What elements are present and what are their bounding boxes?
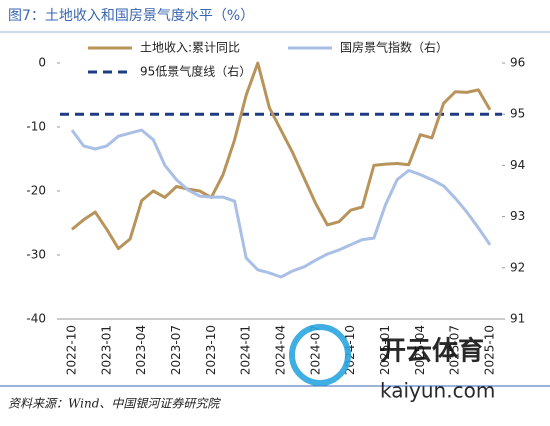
y2-tick-label: 96: [510, 56, 525, 70]
chart-title: 图7：土地收入和国房景气度水平（%）: [8, 8, 254, 24]
x-tick-label: 2024-01: [239, 325, 253, 375]
series-line: [71, 61, 492, 251]
x-tick-label: 2024-07: [308, 325, 322, 375]
y2-tick-label: 93: [510, 209, 525, 223]
y-tick-label: -30: [26, 248, 46, 262]
watermark-url: kaiyun.com: [380, 379, 495, 403]
y2-tick-label: 95: [510, 107, 525, 121]
series-line: [70, 128, 492, 279]
x-tick-label: 2023-01: [99, 325, 113, 375]
legend-label: 国房景气指数（右）: [340, 40, 448, 55]
y-tick-label: 0: [38, 56, 46, 70]
x-tick-label: 2025-10: [483, 325, 497, 375]
x-tick-label: 2025-04: [413, 325, 427, 375]
y2-tick-label: 92: [510, 260, 525, 274]
legend-label: 土地收入:累计同比: [140, 41, 240, 55]
x-tick-label: 2025-01: [378, 325, 392, 375]
watermark-text: 开云体育: [380, 336, 484, 367]
x-tick-label: 2025-07: [448, 325, 462, 375]
x-tick-label: 2023-10: [204, 325, 218, 375]
source: 资料来源：Wind、中国银河证券研究院: [8, 397, 221, 411]
y-tick-label: -40: [26, 312, 46, 326]
x-tick-label: 2023-04: [134, 325, 148, 375]
watermark: 开云体育 kaiyun.com: [289, 324, 495, 403]
y-tick-label: -20: [26, 184, 46, 198]
legend-label: 95低景气度线（右）: [140, 64, 251, 79]
x-tick-label: 2024-04: [274, 325, 288, 375]
y-tick-label: -10: [26, 120, 46, 134]
watermark-logo: [289, 324, 351, 386]
x-tick-label: 2023-07: [169, 325, 183, 375]
y2-tick-label: 94: [510, 158, 525, 172]
y2-tick-label: 91: [510, 312, 525, 326]
x-tick-label: 2022-10: [65, 325, 79, 375]
